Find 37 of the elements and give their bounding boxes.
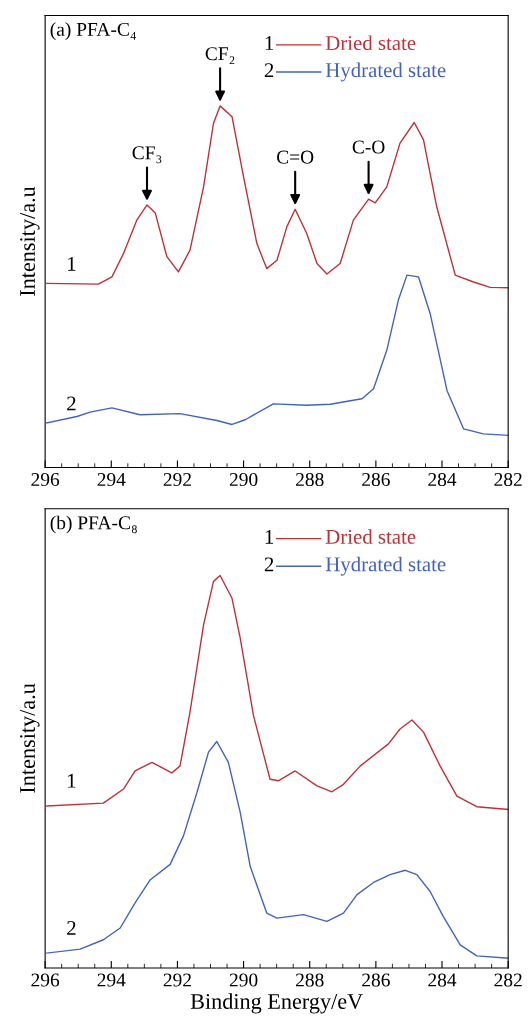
annotation: C-O — [352, 140, 385, 154]
text: 2 — [264, 557, 274, 572]
x-tick-label: 284 — [428, 472, 457, 487]
y-axis-title: Intensity/a.u — [20, 186, 40, 296]
x-tick-label: 282 — [494, 973, 522, 987]
x-tick-label: 296 — [31, 472, 60, 487]
x-tick-label: 290 — [229, 973, 258, 987]
x-tick-label: 286 — [362, 472, 390, 487]
x-tick-label: 286 — [362, 973, 390, 987]
legend-label: Hydrated state — [325, 556, 446, 576]
x-axis-title: Binding Energy/eV — [190, 993, 363, 1014]
chart-title: (a) PFA-C₄ — [50, 22, 136, 40]
x-tick-label: 296 — [31, 973, 60, 987]
x-tick-label: 294 — [97, 973, 126, 987]
legend-label: Hydrated state — [325, 62, 446, 82]
annotation: CF₂ — [205, 47, 235, 65]
x-tick-label: 282 — [494, 472, 522, 487]
legend-label: Dried state — [325, 35, 416, 51]
x-tick-label: 290 — [229, 472, 258, 487]
annotation: 2 — [67, 920, 76, 935]
x-tick-label: 292 — [163, 472, 191, 487]
x-tick-label: 294 — [97, 472, 126, 487]
annotation: C=O — [276, 150, 314, 164]
x-tick-label: 284 — [428, 973, 457, 987]
annotation: 2 — [67, 396, 76, 411]
text: 1 — [265, 36, 274, 50]
annotation: 1 — [68, 773, 76, 788]
legend-label: Dried state — [325, 529, 416, 544]
text: 1 — [265, 529, 274, 544]
annotation: CF₃ — [132, 146, 162, 164]
chart-title: (b) PFA-C₈ — [50, 515, 137, 534]
y-axis-title: Intensity/a.u — [20, 683, 40, 793]
text: 2 — [264, 63, 274, 77]
x-tick-label: 288 — [296, 973, 324, 987]
x-tick-label: 288 — [296, 472, 324, 487]
annotation: 1 — [68, 256, 76, 271]
x-tick-label: 292 — [163, 973, 191, 987]
